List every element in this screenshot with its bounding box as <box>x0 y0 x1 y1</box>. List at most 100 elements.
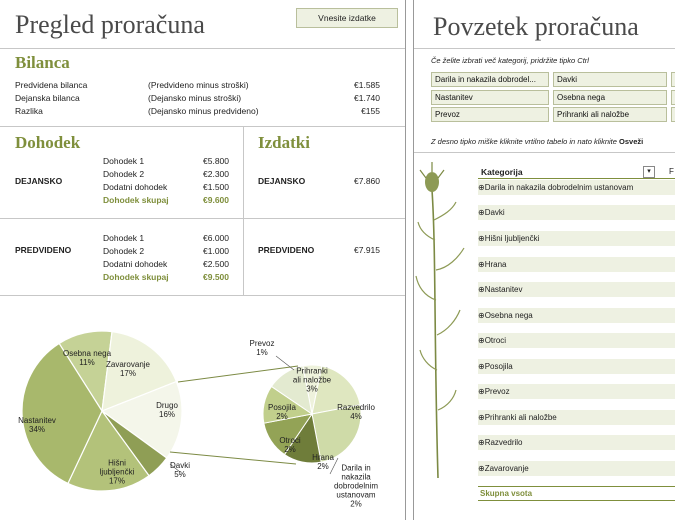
income-row-value: €1.500 <box>203 182 229 192</box>
income-total-value: €9.500 <box>203 272 229 282</box>
bilanca-row-label: Predvidena bilanca <box>15 80 88 90</box>
expand-icon[interactable]: ⊕ <box>478 438 485 447</box>
sec-pie-label-otroci: Otroci 2% <box>279 436 301 454</box>
income-row-label: Dohodek 2 <box>103 169 145 179</box>
main-pie-label-nastanitev: Nastanitev 34% <box>18 416 56 434</box>
refresh-hint-text: Z desno tipko miške kliknite vrtilno tab… <box>431 137 617 146</box>
filter-dropdown-icon[interactable]: ▾ <box>643 166 655 178</box>
pivot-row[interactable]: ⊕Prihranki ali naložbe <box>478 410 675 425</box>
plant-illustration <box>415 162 465 479</box>
slicer-item[interactable]: Davki <box>553 72 667 87</box>
slicer-hint: Če želite izbrati več kategorij, pridrži… <box>431 56 589 65</box>
expand-icon[interactable]: ⊕ <box>478 464 485 473</box>
slicer-item[interactable]: Prevoz <box>431 107 549 122</box>
bilanca-row-label: Dejanska bilanca <box>15 93 80 103</box>
pivot-row[interactable]: ⊕Otroci <box>478 333 675 348</box>
pivot-row[interactable]: ⊕Hrana <box>478 257 675 272</box>
main-pie-label-zavarovanje: Zavarovanje 17% <box>105 360 151 378</box>
income-row-label: Dodatni dohodek <box>103 259 168 269</box>
slicer-item[interactable]: Osebna nega <box>553 90 667 105</box>
pivot-row[interactable]: ⊕Razvedrilo <box>478 435 675 450</box>
pivot-row[interactable]: ⊕Prevoz <box>478 384 675 399</box>
expand-icon[interactable]: ⊕ <box>478 234 485 243</box>
refresh-hint-bold: Osveži <box>619 137 644 146</box>
expand-icon[interactable]: ⊕ <box>478 285 485 294</box>
main-pie-slice-zavarovanje <box>101 330 178 412</box>
income-row-label: Dohodek 1 <box>103 233 145 243</box>
main-pie-label-drugo: Drugo 16% <box>156 401 178 419</box>
main-pie-slice-nastanitev <box>21 342 103 485</box>
sec-pie-slice-posojila <box>270 365 313 416</box>
main-pie-slice-hi-ni-ljubljen-ki <box>67 409 150 492</box>
main-pie-slice-drugo <box>100 380 183 459</box>
income-row-value: €5.800 <box>203 156 229 166</box>
sec-pie-label-prevoz: Prevoz 1% <box>249 339 275 357</box>
sec-pie-label-prihranki-ali-nalo-be: Prihranki ali naložbe 3% <box>292 366 332 394</box>
slicer-item-cut[interactable] <box>671 72 675 87</box>
pivot-total: Skupna vsota <box>480 489 533 498</box>
main-pie-label-hi-ni-ljubljen-ki: Hišni ljubljenčki 17% <box>99 458 135 486</box>
slicer-item[interactable]: Prihranki ali naložbe <box>553 107 667 122</box>
dohodek-dejansko-label: DEJANSKO <box>15 176 63 186</box>
pivot-row[interactable]: ⊕Davki <box>478 205 675 220</box>
expand-icon[interactable]: ⊕ <box>478 311 485 320</box>
sec-pie-label-hrana: Hrana 2% <box>312 453 334 471</box>
pie-of-pie-chart <box>21 330 362 492</box>
sec-pie-label-razvedrilo: Razvedrilo 4% <box>337 403 375 421</box>
izdatki-title: Izdatki <box>258 133 310 152</box>
bilanca-row-value: €155 <box>361 106 380 116</box>
income-row-value: €1.000 <box>203 246 229 256</box>
pie-leader-line <box>329 457 339 475</box>
expand-icon[interactable]: ⊕ <box>478 208 485 217</box>
expand-icon[interactable]: ⊕ <box>478 260 485 269</box>
izdatki-dejansko-label: DEJANSKO <box>258 176 306 186</box>
column-arrow-icon: F <box>669 167 674 176</box>
enter-expenses-button[interactable]: Vnesite izdatke <box>296 8 398 28</box>
sec-pie-label-darila-in-nakazila-dobrodelnim-ustanovam: Darila in nakazila dobrodelnim ustanovam 2% <box>333 463 379 509</box>
pivot-row[interactable]: ⊕Nastanitev <box>478 282 675 297</box>
bilanca-row-value: €1.740 <box>354 93 380 103</box>
income-row-label: Dohodek 2 <box>103 246 145 256</box>
pivot-row[interactable]: ⊕Hišni ljubljenčki <box>478 231 675 246</box>
income-total-label: Dohodek skupaj <box>103 195 169 205</box>
bilanca-row-value: €1.585 <box>354 80 380 90</box>
expand-icon[interactable]: ⊕ <box>478 362 485 371</box>
slicer-item-cut[interactable] <box>671 107 675 122</box>
expand-icon[interactable]: ⊕ <box>478 183 485 192</box>
slicer-item[interactable]: Darila in nakazila dobrodel... <box>431 72 549 87</box>
izdatki-predvideno-label: PREDVIDENO <box>258 245 315 255</box>
pivot-row[interactable]: ⊕Darila in nakazila dobrodelnim ustanova… <box>478 180 675 195</box>
pie-leader-line <box>169 463 181 473</box>
main-pie-label-davki: Davki 5% <box>169 461 191 479</box>
dohodek-title: Dohodek <box>15 133 81 152</box>
expand-icon[interactable]: ⊕ <box>478 413 485 422</box>
income-row-label: Dohodek 1 <box>103 156 145 166</box>
pie-connector-line <box>177 365 299 383</box>
slicer-item[interactable]: Nastanitev <box>431 90 549 105</box>
refresh-hint: Z desno tipko miške kliknite vrtilno tab… <box>431 137 643 146</box>
expand-icon[interactable]: ⊕ <box>478 387 485 396</box>
pivot-row[interactable]: ⊕Posojila <box>478 359 675 374</box>
sec-pie-slice-razvedrilo <box>311 404 362 463</box>
pivot-row[interactable]: ⊕Zavarovanje <box>478 461 675 476</box>
income-row-value: €2.500 <box>203 259 229 269</box>
pie-leader-line <box>275 355 295 371</box>
right-title: Povzetek proračuna <box>433 12 639 41</box>
sec-pie-slice-prihranki-ali-nalo-be <box>311 365 361 415</box>
income-total-value: €9.600 <box>203 195 229 205</box>
expand-icon[interactable]: ⊕ <box>478 336 485 345</box>
income-row-label: Dodatni dohodek <box>103 182 168 192</box>
pivot-row[interactable]: ⊕Osebna nega <box>478 308 675 323</box>
bilanca-row-label: Razlika <box>15 106 43 116</box>
sec-pie-label-posojila: Posojila 2% <box>267 403 297 421</box>
left-title: Pregled proračuna <box>15 10 205 39</box>
income-total-label: Dohodek skupaj <box>103 272 169 282</box>
bilanca-row-desc: (Dejansko minus stroški) <box>148 93 242 103</box>
bilanca-row-desc: (Dejansko minus predvideno) <box>148 106 259 116</box>
main-pie-label-osebna-nega: Osebna nega 11% <box>62 349 112 367</box>
slicer-item-cut[interactable] <box>671 90 675 105</box>
bilanca-title: Bilanca <box>15 53 70 72</box>
income-row-value: €2.300 <box>203 169 229 179</box>
izdatki-dejansko-value: €7.860 <box>354 176 380 186</box>
income-row-value: €6.000 <box>203 233 229 243</box>
